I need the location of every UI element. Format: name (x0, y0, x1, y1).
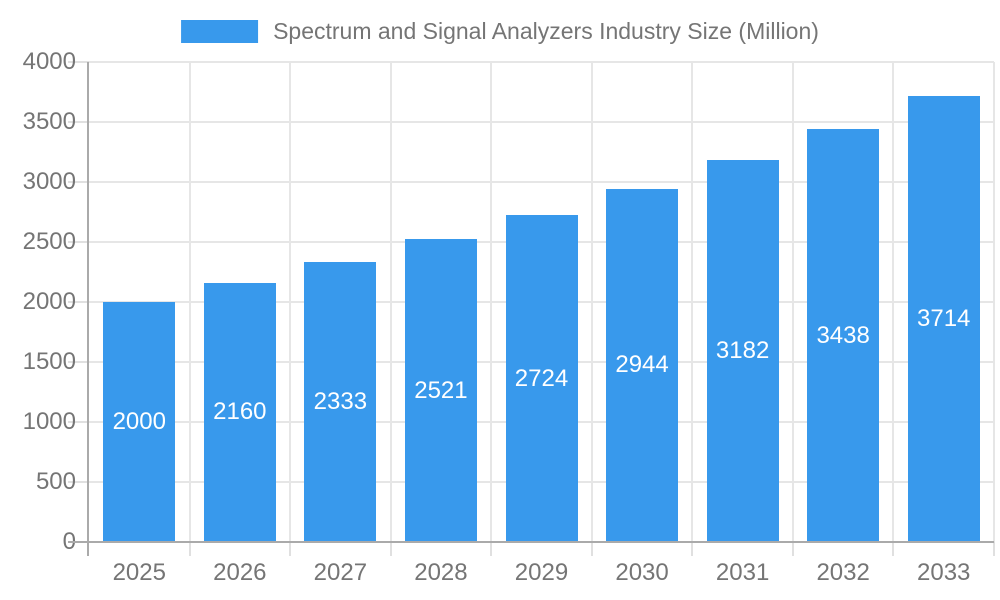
bar-2032[interactable] (807, 129, 880, 542)
y-axis-label: 3000 (22, 168, 76, 195)
x-axis-label: 2025 (112, 559, 166, 586)
y-axis-tick (68, 61, 89, 63)
chart-title: Spectrum and Signal Analyzers Industry S… (273, 18, 819, 44)
x-axis-label: 2031 (715, 559, 770, 586)
gridline-vertical (289, 62, 292, 542)
bar-value-label: 2160 (213, 398, 267, 426)
x-axis-line (68, 541, 994, 543)
x-axis-label: 2029 (514, 559, 569, 586)
gridline-vertical (389, 62, 392, 542)
y-axis-label: 4000 (22, 48, 76, 75)
x-axis-tick (791, 542, 794, 556)
x-axis-tick (590, 542, 593, 556)
bar-value-label: 2944 (615, 351, 669, 379)
x-axis-tick (490, 542, 493, 556)
bar-2030[interactable] (606, 188, 679, 542)
gridline-vertical (490, 62, 493, 542)
bar-value-label: 3714 (917, 305, 971, 333)
y-axis-tick (68, 481, 89, 483)
gridline-vertical (791, 62, 794, 542)
y-axis-tick (68, 181, 89, 183)
gridline-vertical (993, 62, 995, 542)
y-axis-label: 0 (62, 528, 76, 555)
bar-value-label: 2333 (313, 388, 368, 416)
legend[interactable]: Spectrum and Signal Analyzers Industry S… (181, 17, 819, 45)
y-axis-label: 1000 (22, 408, 76, 435)
y-axis-tick (68, 421, 89, 423)
bar-value-label: 3438 (816, 321, 870, 349)
gridline-vertical (188, 62, 191, 542)
gridline-horizontal (89, 121, 994, 123)
x-axis-tick (993, 542, 995, 556)
y-axis-tick (68, 241, 89, 243)
y-axis-tick (68, 301, 89, 303)
x-axis-tick (691, 542, 694, 556)
y-axis-label: 3500 (22, 108, 76, 135)
bar-2033[interactable] (907, 96, 980, 542)
x-axis-tick (289, 542, 292, 556)
x-axis-label: 2032 (816, 559, 870, 586)
y-axis-label: 500 (35, 468, 76, 495)
bar-value-label: 2000 (112, 408, 166, 435)
bar-2027[interactable] (304, 262, 377, 542)
gridline-vertical (590, 62, 593, 542)
gridline-vertical (691, 62, 694, 542)
x-axis-label: 2033 (917, 559, 971, 586)
y-axis-label: 1500 (22, 348, 76, 375)
bar-2028[interactable] (404, 239, 477, 542)
y-axis-tick (68, 361, 89, 363)
y-axis-tick (68, 121, 89, 123)
bar-value-label: 3182 (715, 337, 770, 365)
gridline-horizontal (89, 61, 994, 63)
bar-2031[interactable] (706, 160, 779, 542)
x-axis-label: 2027 (313, 559, 368, 586)
x-axis-tick (389, 542, 392, 556)
bar-value-label: 2521 (414, 376, 468, 404)
x-axis-label: 2030 (615, 559, 669, 586)
bar-2025[interactable] (103, 302, 176, 542)
gridline-horizontal (89, 181, 994, 183)
y-axis-label: 2000 (22, 288, 76, 315)
bar-2026[interactable] (203, 282, 276, 542)
x-axis-tick (892, 542, 895, 556)
gridline-vertical (892, 62, 895, 542)
bar-value-label: 2724 (514, 364, 569, 392)
bar-2029[interactable] (505, 215, 578, 542)
y-axis-label: 2500 (22, 228, 76, 255)
y-axis-line (87, 62, 89, 556)
x-axis-label: 2028 (414, 559, 468, 586)
x-axis-tick (188, 542, 191, 556)
x-axis-label: 2026 (213, 559, 267, 586)
legend-swatch (181, 19, 259, 43)
